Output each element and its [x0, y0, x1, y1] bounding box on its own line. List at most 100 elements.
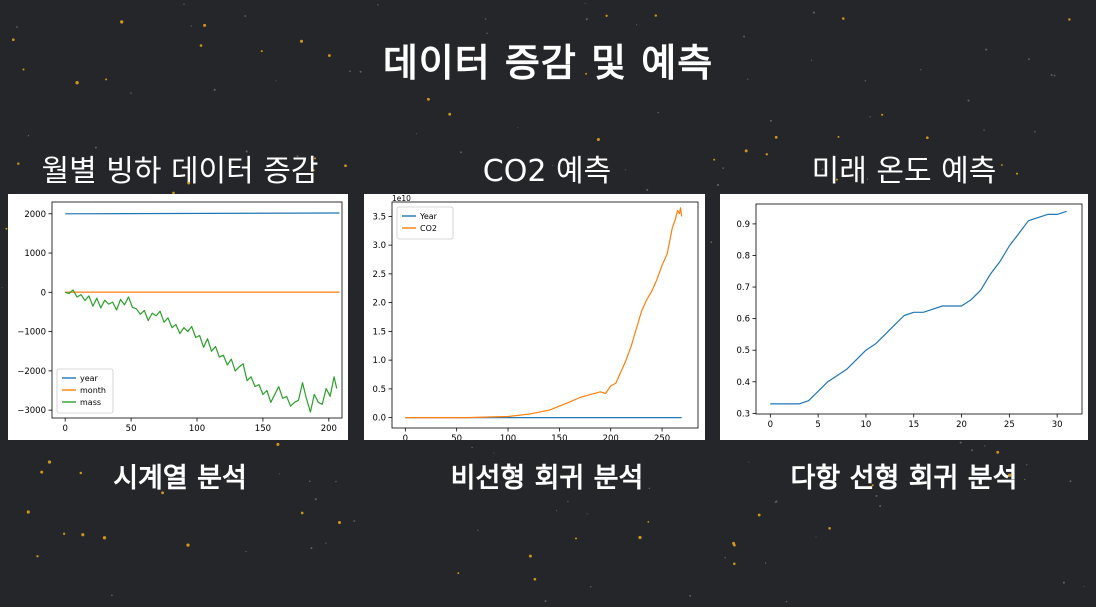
panel-title-temperature: 미래 온도 예측	[811, 154, 997, 189]
x-tick-label: 100	[189, 424, 205, 434]
y-tick-label: 3.0	[372, 241, 386, 251]
star-speck	[471, 446, 473, 449]
star-speck	[866, 178, 869, 180]
star-speck	[1053, 74, 1056, 77]
star-speck	[344, 164, 347, 168]
y-offset-label: 1e10	[392, 194, 411, 203]
y-tick-label: 0.5	[736, 346, 750, 356]
star-speck	[828, 527, 831, 530]
star-speck	[869, 116, 871, 118]
star-speck	[187, 181, 191, 185]
star-speck	[810, 59, 813, 61]
star-speck	[984, 445, 986, 447]
panel-title-co2: CO2 예측	[482, 154, 612, 189]
star-speck	[567, 500, 569, 503]
star-speck	[190, 25, 192, 27]
star-speck	[337, 520, 342, 525]
star-speck	[377, 4, 379, 6]
star-speck	[533, 577, 537, 581]
star-speck	[349, 70, 351, 73]
x-tick-label: 50	[126, 424, 137, 434]
star-speck	[105, 78, 108, 81]
star-speck	[842, 17, 845, 20]
star-speck	[275, 80, 277, 82]
star-speck	[757, 513, 761, 517]
star-speck	[1069, 480, 1072, 483]
x-tick-label: 10	[861, 420, 872, 430]
star-speck	[636, 24, 638, 26]
y-tick-label: 0.9	[736, 220, 750, 230]
x-tick-label: 0	[62, 424, 67, 434]
star-speck	[1028, 58, 1030, 61]
star-speck	[1050, 74, 1053, 76]
glacier-chart-card: 0 50 100 150 200 2000 1000 0 −1000 −2000 −3000 year…	[8, 194, 348, 440]
star-speck	[967, 99, 970, 102]
y-tick-label: −2000	[17, 367, 46, 377]
star-speck	[605, 14, 608, 17]
x-tick-label: 150	[255, 424, 271, 434]
co2-chart-card: 0 50 100 150 200 250 0.0 0.5 1.0 1.5 2.0 2.5 3.0 3.5 1…	[364, 194, 705, 440]
temperature-forecast-chart: 0 5 10 15 20 25 30 0.3 0.4 0.5 0.6 0.7 0.8 0.9	[736, 203, 1083, 430]
caption-nonlinear-regression: 비선형 회귀 분석	[450, 463, 644, 494]
star-speck	[590, 585, 592, 588]
star-speck	[493, 452, 495, 454]
star-speck	[27, 135, 30, 137]
star-speck	[645, 55, 647, 57]
star-speck	[654, 14, 657, 17]
x-tick-label: 0	[768, 420, 773, 430]
series-line-co2	[405, 207, 683, 419]
star-speck	[837, 135, 840, 138]
star-speck	[278, 473, 280, 475]
star-speck	[1008, 473, 1012, 477]
x-tick-label: 50	[451, 434, 462, 440]
star-speck	[821, 168, 824, 171]
star-speck	[227, 477, 231, 480]
star-speck	[657, 111, 659, 114]
star-speck	[161, 491, 165, 495]
x-tick-label: 200	[603, 434, 619, 440]
star-speck	[296, 155, 299, 158]
star-speck	[585, 18, 588, 21]
star-speck	[586, 513, 588, 515]
star-speck	[528, 554, 532, 558]
star-speck	[186, 543, 190, 547]
star-speck	[415, 133, 417, 135]
star-speck	[733, 543, 736, 547]
x-tick-label: 5	[815, 420, 820, 430]
star-speck	[310, 547, 313, 550]
plot-frame	[755, 203, 1083, 415]
star-speck	[1015, 172, 1019, 175]
co2-forecast-chart: 0 50 100 150 200 250 0.0 0.5 1.0 1.5 2.0 2.5 3.0 3.5 1…	[372, 194, 699, 440]
caption-time-series: 시계열 분석	[113, 463, 247, 494]
x-tick-label: 200	[321, 424, 337, 434]
star-speck	[457, 572, 460, 575]
star-speck	[94, 146, 97, 149]
x-tick-label: 150	[551, 434, 567, 440]
star-speck	[477, 529, 479, 531]
star-speck	[26, 510, 30, 514]
y-tick-label: 0.6	[736, 315, 750, 325]
star-speck	[774, 135, 778, 139]
star-speck	[724, 557, 726, 559]
legend-label: mass	[80, 398, 101, 407]
star-speck	[244, 15, 247, 17]
star-speck	[203, 23, 207, 27]
star-speck	[11, 38, 15, 42]
star-speck	[879, 505, 882, 508]
star-speck	[486, 32, 488, 34]
legend-label: month	[80, 386, 106, 395]
star-speck	[596, 137, 600, 142]
star-speck	[1062, 581, 1065, 584]
temperature-chart-card: 0 5 10 15 20 25 30 0.3 0.4 0.5 0.6 0.7 0.8 0.9	[720, 194, 1088, 440]
legend-box	[396, 206, 454, 240]
star-speck	[120, 20, 124, 24]
series-line	[770, 210, 1067, 405]
star-speck	[871, 484, 874, 487]
x-tick-label: 20	[956, 420, 967, 430]
star-speck	[765, 153, 769, 156]
star-speck	[47, 460, 52, 464]
legend-label: year	[80, 374, 99, 383]
y-tick-label: 1.5	[372, 327, 386, 337]
star-speck	[130, 92, 132, 94]
star-speck	[1024, 478, 1026, 481]
